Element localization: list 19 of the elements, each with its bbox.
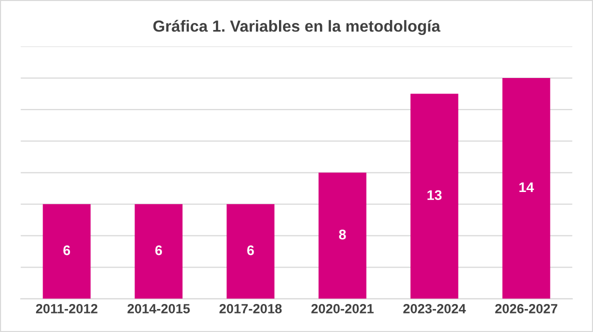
x-tick-label: 2026-2027 bbox=[495, 304, 558, 314]
bar bbox=[502, 78, 550, 299]
data-label: 13 bbox=[428, 190, 442, 200]
x-tick-label: 2020-2021 bbox=[311, 304, 374, 314]
x-tick-label: 2017-2018 bbox=[219, 304, 282, 314]
bar bbox=[134, 204, 183, 299]
x-tick-label: 2014-2015 bbox=[128, 304, 190, 314]
data-label: 6 bbox=[247, 245, 254, 256]
x-tick-label: 2011-2012 bbox=[36, 304, 98, 314]
data-label: 6 bbox=[63, 245, 70, 256]
data-label: 8 bbox=[339, 230, 346, 240]
bar bbox=[42, 204, 91, 299]
bar bbox=[226, 204, 274, 299]
bar bbox=[410, 94, 458, 299]
chart-title: Gráfica 1. Variables en la metodología bbox=[153, 20, 440, 36]
bar bbox=[318, 172, 366, 299]
data-label: 6 bbox=[155, 245, 162, 256]
data-label: 14 bbox=[519, 182, 534, 192]
x-tick-label: 2023-2024 bbox=[403, 304, 466, 314]
